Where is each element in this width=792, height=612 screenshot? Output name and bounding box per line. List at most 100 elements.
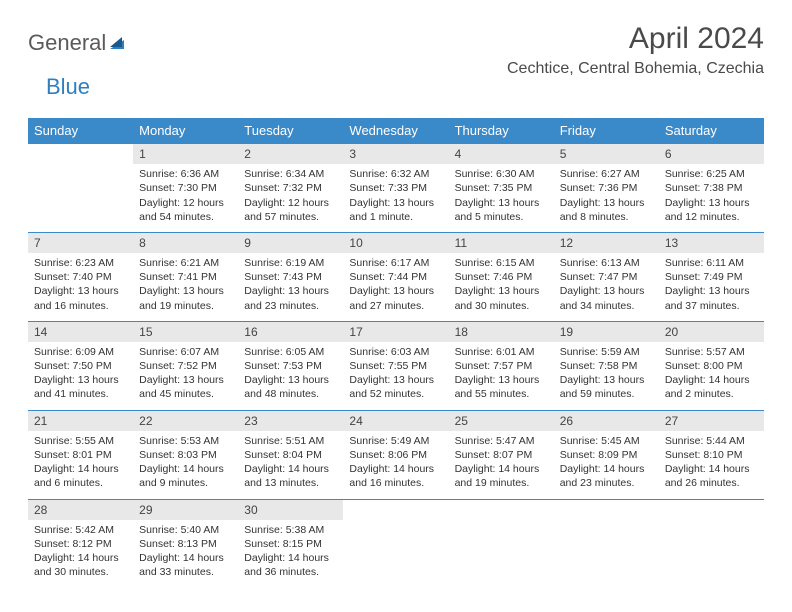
sunset-text: Sunset: 7:57 PM [455,359,548,373]
day-number: 19 [554,321,659,342]
daylight-text-2: and 36 minutes. [244,565,337,579]
day-number: 4 [449,144,554,165]
sunrise-text: Sunrise: 6:15 AM [455,256,548,270]
day-cell: Sunrise: 5:44 AMSunset: 8:10 PMDaylight:… [659,431,764,499]
day-cell: Sunrise: 6:01 AMSunset: 7:57 PMDaylight:… [449,342,554,410]
sunrise-text: Sunrise: 6:36 AM [139,167,232,181]
day-cell: Sunrise: 6:05 AMSunset: 7:53 PMDaylight:… [238,342,343,410]
day-cell: Sunrise: 6:32 AMSunset: 7:33 PMDaylight:… [343,164,448,232]
sunrise-text: Sunrise: 6:19 AM [244,256,337,270]
sunset-text: Sunset: 7:30 PM [139,181,232,195]
logo-text-general: General [28,30,106,56]
day-number: 5 [554,144,659,165]
daylight-text-1: Daylight: 14 hours [244,551,337,565]
title-block: April 2024 Cechtice, Central Bohemia, Cz… [507,22,764,78]
day-number: 18 [449,321,554,342]
week-number-row: 21222324252627 [28,410,764,431]
day-number: 11 [449,232,554,253]
sunset-text: Sunset: 8:06 PM [349,448,442,462]
week-number-row: 123456 [28,144,764,165]
day-cell: Sunrise: 6:19 AMSunset: 7:43 PMDaylight:… [238,253,343,321]
day-number: 21 [28,410,133,431]
day-header: Sunday [28,118,133,144]
sunset-text: Sunset: 7:35 PM [455,181,548,195]
daylight-text-1: Daylight: 13 hours [349,196,442,210]
sunset-text: Sunset: 8:07 PM [455,448,548,462]
day-header: Saturday [659,118,764,144]
day-cell: Sunrise: 6:36 AMSunset: 7:30 PMDaylight:… [133,164,238,232]
daylight-text-1: Daylight: 14 hours [244,462,337,476]
day-cell: Sunrise: 6:09 AMSunset: 7:50 PMDaylight:… [28,342,133,410]
daylight-text-1: Daylight: 14 hours [560,462,653,476]
week-body-row: Sunrise: 6:09 AMSunset: 7:50 PMDaylight:… [28,342,764,410]
daylight-text-1: Daylight: 14 hours [665,373,758,387]
daylight-text-2: and 30 minutes. [34,565,127,579]
sunset-text: Sunset: 7:41 PM [139,270,232,284]
sunrise-text: Sunrise: 6:21 AM [139,256,232,270]
day-cell: Sunrise: 6:11 AMSunset: 7:49 PMDaylight:… [659,253,764,321]
day-number: 20 [659,321,764,342]
empty-cell [554,499,659,520]
day-number: 8 [133,232,238,253]
daylight-text-2: and 23 minutes. [244,299,337,313]
sunrise-text: Sunrise: 6:34 AM [244,167,337,181]
daylight-text-1: Daylight: 13 hours [349,373,442,387]
day-cell: Sunrise: 6:27 AMSunset: 7:36 PMDaylight:… [554,164,659,232]
daylight-text-2: and 19 minutes. [139,299,232,313]
daylight-text-2: and 57 minutes. [244,210,337,224]
day-cell: Sunrise: 5:53 AMSunset: 8:03 PMDaylight:… [133,431,238,499]
sunset-text: Sunset: 7:40 PM [34,270,127,284]
day-cell: Sunrise: 5:55 AMSunset: 8:01 PMDaylight:… [28,431,133,499]
page-header: General April 2024 Cechtice, Central Boh… [28,22,764,78]
sunset-text: Sunset: 7:44 PM [349,270,442,284]
calendar-body: 123456Sunrise: 6:36 AMSunset: 7:30 PMDay… [28,144,764,588]
sunset-text: Sunset: 7:32 PM [244,181,337,195]
day-cell: Sunrise: 6:23 AMSunset: 7:40 PMDaylight:… [28,253,133,321]
daylight-text-1: Daylight: 12 hours [139,196,232,210]
sunrise-text: Sunrise: 6:03 AM [349,345,442,359]
daylight-text-2: and 48 minutes. [244,387,337,401]
daylight-text-2: and 34 minutes. [560,299,653,313]
daylight-text-1: Daylight: 14 hours [139,551,232,565]
daylight-text-1: Daylight: 13 hours [139,373,232,387]
daylight-text-1: Daylight: 14 hours [455,462,548,476]
daylight-text-1: Daylight: 13 hours [665,196,758,210]
week-body-row: Sunrise: 6:23 AMSunset: 7:40 PMDaylight:… [28,253,764,321]
sunset-text: Sunset: 8:12 PM [34,537,127,551]
day-number: 30 [238,499,343,520]
day-cell: Sunrise: 5:59 AMSunset: 7:58 PMDaylight:… [554,342,659,410]
empty-cell [659,499,764,520]
sunrise-text: Sunrise: 5:57 AM [665,345,758,359]
day-number: 9 [238,232,343,253]
sunrise-text: Sunrise: 6:32 AM [349,167,442,181]
day-cell: Sunrise: 5:40 AMSunset: 8:13 PMDaylight:… [133,520,238,588]
day-number: 6 [659,144,764,165]
day-cell: Sunrise: 5:42 AMSunset: 8:12 PMDaylight:… [28,520,133,588]
sunrise-text: Sunrise: 6:23 AM [34,256,127,270]
daylight-text-2: and 52 minutes. [349,387,442,401]
week-number-row: 282930 [28,499,764,520]
daylight-text-1: Daylight: 14 hours [34,551,127,565]
day-number: 17 [343,321,448,342]
sunrise-text: Sunrise: 6:09 AM [34,345,127,359]
day-cell: Sunrise: 6:07 AMSunset: 7:52 PMDaylight:… [133,342,238,410]
day-number: 28 [28,499,133,520]
logo: General [28,30,132,56]
sunset-text: Sunset: 7:53 PM [244,359,337,373]
sunrise-text: Sunrise: 6:30 AM [455,167,548,181]
daylight-text-2: and 55 minutes. [455,387,548,401]
daylight-text-1: Daylight: 13 hours [455,373,548,387]
sunrise-text: Sunrise: 5:55 AM [34,434,127,448]
daylight-text-1: Daylight: 14 hours [349,462,442,476]
day-cell: Sunrise: 6:03 AMSunset: 7:55 PMDaylight:… [343,342,448,410]
sunset-text: Sunset: 8:01 PM [34,448,127,462]
daylight-text-2: and 37 minutes. [665,299,758,313]
day-number: 16 [238,321,343,342]
day-header: Friday [554,118,659,144]
day-number: 24 [343,410,448,431]
day-cell: Sunrise: 6:17 AMSunset: 7:44 PMDaylight:… [343,253,448,321]
daylight-text-2: and 13 minutes. [244,476,337,490]
sunset-text: Sunset: 7:38 PM [665,181,758,195]
day-number: 26 [554,410,659,431]
sunset-text: Sunset: 7:52 PM [139,359,232,373]
